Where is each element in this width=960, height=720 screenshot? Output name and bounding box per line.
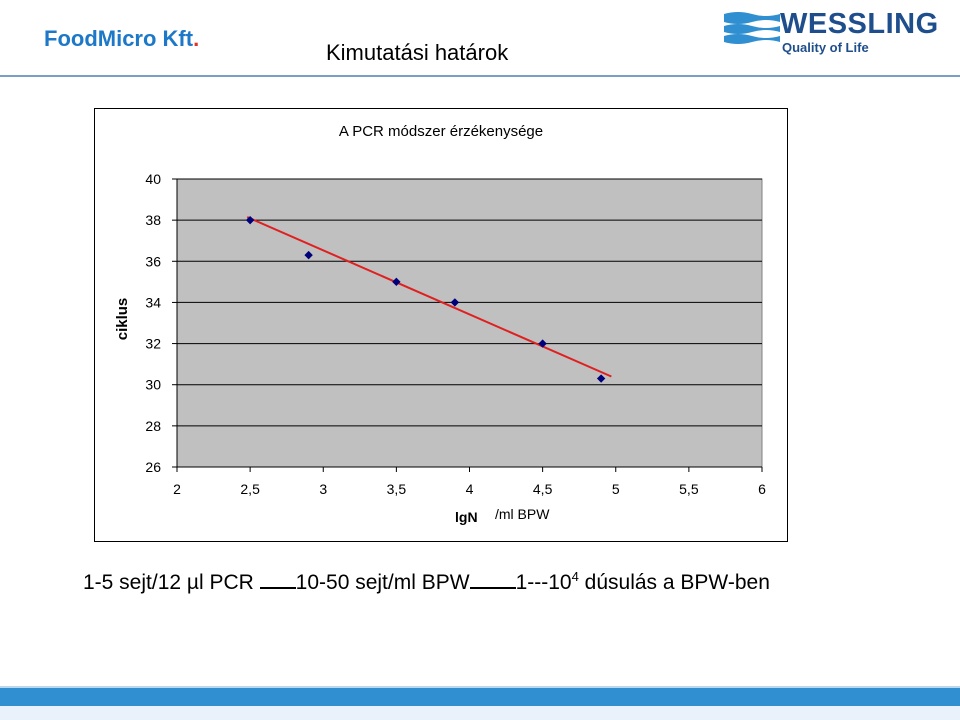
y-tick-label: 40 [145, 171, 161, 187]
y-tick-label: 36 [145, 253, 161, 269]
slide-title: Kimutatási határok [326, 40, 509, 65]
y-tick-labels: 26 28 30 32 34 36 38 40 [145, 171, 161, 475]
summary-blank-2 [469, 569, 516, 589]
company-name: FoodMicro Kft. [44, 26, 199, 52]
x-tick-label: 3 [319, 481, 327, 497]
summary-blank-1 [259, 569, 296, 589]
logo-name: WESSLING [780, 8, 939, 40]
company-name-dot: . [193, 26, 200, 51]
data-point-marker [304, 250, 313, 260]
summary-exponent: 4 [571, 569, 579, 584]
y-tick-label: 30 [145, 377, 161, 393]
summary-enrichment-tail: dúsulás a BPW-ben [578, 571, 770, 594]
detection-limit-summary: 1-5 sejt/12 µl PCR 10-50 sejt/ml BPW 1---… [83, 569, 770, 595]
summary-enrichment: 1---10 [515, 571, 572, 594]
summary-pcr-limit: 1-5 sejt/12 µl PCR [83, 571, 260, 594]
x-tick-label: 2,5 [240, 481, 260, 497]
wessling-wave-icon [724, 12, 780, 44]
plot-area [176, 178, 763, 468]
x-tick-label: 2 [173, 481, 181, 497]
grid-lines [177, 178, 762, 427]
chart-frame: A PCR módszer érzékenysége 26 28 30 32 34 36 3… [94, 108, 788, 542]
x-tick-label: 3,5 [387, 481, 407, 497]
x-tick-label: 5,5 [679, 481, 699, 497]
x-tick-label: 6 [758, 481, 766, 497]
logo-tagline: Quality of Life [782, 40, 869, 55]
trend-line [246, 216, 612, 378]
y-tick-label: 34 [145, 294, 161, 310]
x-tick-labels: 2 2,5 3 3,5 4 4,5 5 5,5 6 [173, 481, 766, 497]
y-tick-label: 26 [145, 459, 161, 475]
summary-bpw-limit: 10-50 sejt/ml BPW [295, 571, 470, 594]
chart-title: A PCR módszer érzékenysége [339, 123, 543, 140]
data-point-marker [450, 298, 460, 307]
x-tick-label: 4 [466, 481, 474, 497]
x-axis-label: lgN [455, 509, 478, 525]
footer-strip [0, 706, 960, 720]
y-tick-label: 38 [145, 212, 161, 228]
footer-band [0, 686, 960, 706]
data-point-marker [596, 374, 606, 383]
header-divider [0, 75, 960, 77]
y-tick-label: 32 [145, 336, 161, 352]
sensitivity-chart: A PCR módszer érzékenysége 2628303234363… [114, 123, 766, 525]
wessling-logo: WESSLING Quality of Life [724, 8, 946, 56]
data-point-marker [538, 339, 547, 348]
company-name-text: FoodMicro Kft [44, 26, 194, 51]
data-point-marker [245, 215, 255, 225]
x-axis-unit: /ml BPW [495, 506, 550, 522]
axes [172, 178, 763, 472]
x-tick-label: 5 [612, 481, 620, 497]
y-axis-label: ciklus [114, 298, 131, 341]
y-tick-label: 28 [145, 418, 161, 434]
x-tick-label: 4,5 [533, 481, 553, 497]
